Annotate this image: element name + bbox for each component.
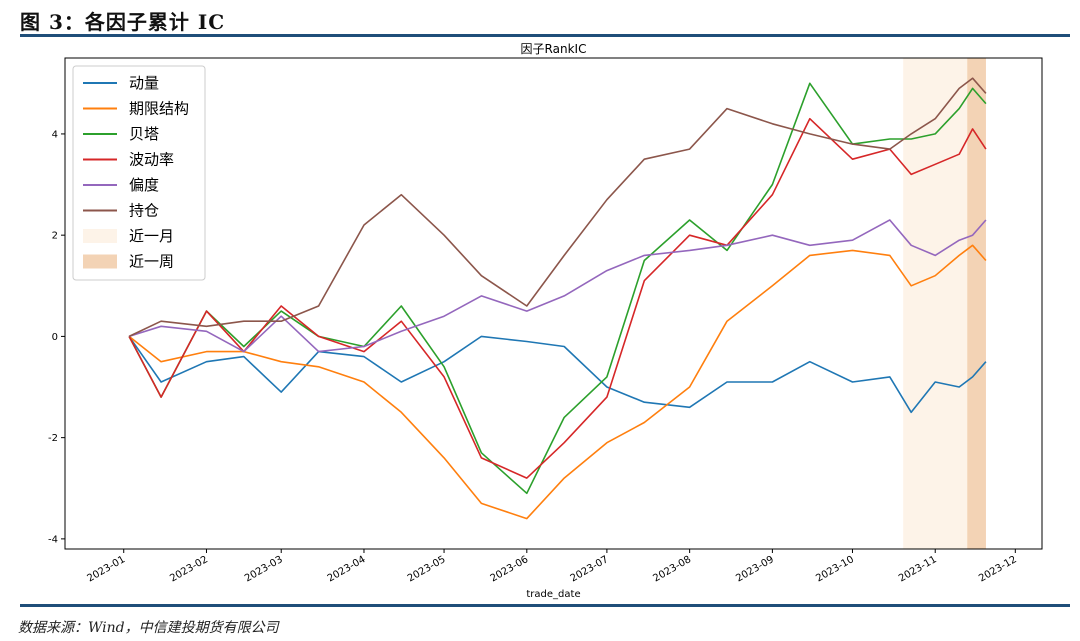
plot-frame — [64, 57, 1043, 550]
legend-label: 波动率 — [129, 151, 174, 169]
series-line-4 — [128, 117, 987, 479]
legend-swatch — [83, 254, 117, 269]
x-tick-label: 2023-06 — [489, 554, 531, 584]
legend-label: 动量 — [129, 74, 159, 92]
y-axis-ticks: -4 -2 0 2 4 — [48, 129, 65, 545]
title-rule — [20, 34, 1070, 37]
series-line-3 — [128, 82, 987, 495]
x-tick-label: 2023-12 — [977, 554, 1019, 584]
x-tick-label: 2023-02 — [168, 554, 210, 584]
y-tick-label: -4 — [48, 534, 58, 545]
ic-line-chart: 因子RankIC 2023-01 2023-02 2023-03 2023-04 202… — [48, 42, 1043, 600]
legend-box — [72, 65, 206, 281]
chart-title: 因子RankIC — [521, 42, 587, 56]
y-tick-label: 0 — [52, 332, 58, 343]
series-line-2 — [128, 244, 987, 520]
shade-week — [967, 58, 986, 549]
x-tick-label: 2023-07 — [569, 554, 611, 584]
legend-label: 近一月 — [129, 227, 174, 245]
footer-rule — [20, 604, 1070, 607]
x-tick-label: 2023-09 — [734, 554, 776, 584]
x-tick-label: 2023-10 — [814, 554, 856, 584]
x-tick-label: 2023-01 — [86, 554, 128, 584]
x-axis-ticks: 2023-01 2023-02 2023-03 2023-04 2023-05 2023-… — [86, 549, 1019, 584]
y-tick-label: 2 — [52, 231, 58, 242]
shaded-periods — [903, 58, 986, 549]
series-line-1 — [128, 335, 987, 414]
y-tick-label: -2 — [48, 433, 58, 444]
legend-swatch — [83, 229, 117, 243]
figure-title: 图 3：各因子累计 IC — [20, 10, 226, 34]
legend-label: 贝塔 — [129, 125, 159, 143]
x-tick-label: 2023-05 — [406, 554, 448, 584]
legend-label: 期限结构 — [129, 100, 189, 118]
series-line-5 — [128, 219, 987, 353]
x-tick-label: 2023-08 — [651, 554, 693, 584]
source-note: 数据来源：Wind，中信建投期货有限公司 — [18, 620, 279, 636]
legend-label: 近一周 — [129, 253, 174, 271]
x-axis-label: trade_date — [526, 589, 580, 600]
x-tick-label: 2023-04 — [326, 554, 368, 584]
legend-label: 持仓 — [129, 202, 159, 220]
x-tick-label: 2023-03 — [243, 554, 285, 584]
series-lines — [128, 77, 987, 520]
y-tick-label: 4 — [52, 129, 58, 140]
x-tick-label: 2023-11 — [897, 554, 939, 584]
legend-label: 偏度 — [129, 176, 159, 194]
series-line-6 — [128, 77, 987, 338]
